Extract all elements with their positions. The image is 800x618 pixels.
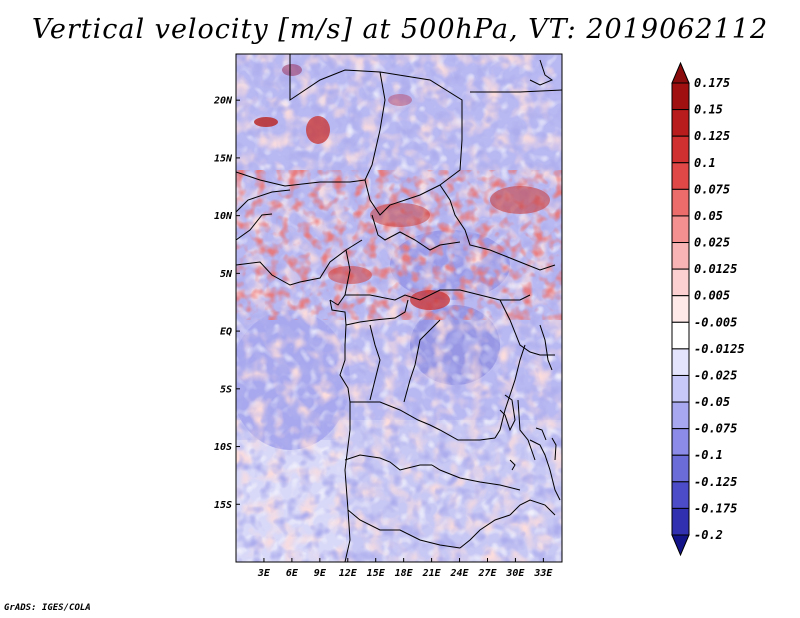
colorbar-label: -0.025 [694, 368, 737, 382]
lon-tick-label: 27E [477, 568, 497, 579]
lon-tick-label: 12E [339, 568, 358, 579]
colorbar-label: -0.075 [694, 422, 737, 436]
colorbar-label: 0.175 [694, 76, 730, 90]
lon-tick-label: 9E [314, 568, 327, 579]
lat-tick-label: 5N [220, 269, 233, 280]
grads-credit: GrADS: IGES/COLA [4, 603, 91, 613]
colorbar-swatch [671, 481, 690, 509]
colorbar-swatch [671, 401, 690, 430]
vertical-velocity-field [236, 54, 562, 562]
colorbar-swatch [671, 162, 690, 190]
lat-tick-label: 10N [214, 211, 233, 222]
colorbar-label: 0.0125 [694, 262, 737, 276]
colorbar-swatch [671, 109, 690, 137]
colorbar-label: 0.125 [694, 129, 730, 143]
colorbar: 0.175 0.15 0.125 0.1 0.075 0.05 0.025 0.0125 0.0… [671, 61, 745, 557]
lon-tick-label: 6E [286, 568, 299, 579]
colorbar-swatch [671, 215, 690, 244]
colorbar-label: -0.2 [694, 528, 723, 542]
colorbar-swatch [671, 135, 690, 164]
colorbar-swatch [671, 295, 690, 323]
lon-tick-label: 18E [395, 568, 414, 579]
colorbar-swatch [671, 348, 690, 376]
lon-tick-label: 21E [422, 568, 442, 579]
lat-tick-label: 10S [214, 442, 232, 453]
colorbar-label: -0.05 [694, 395, 730, 409]
colorbar-swatch [671, 454, 690, 483]
country-borders [236, 54, 562, 562]
colorbar-label: -0.125 [694, 475, 737, 489]
lon-tick-label: 30E [505, 568, 525, 579]
colorbar-swatch [671, 374, 690, 403]
colorbar-label: -0.0125 [694, 342, 745, 356]
lat-tick-label: 15N [214, 153, 233, 164]
lon-tick-label: 33E [533, 568, 553, 579]
colorbar-swatch [671, 321, 690, 350]
lon-tick-label: 3E [257, 568, 271, 579]
colorbar-label: -0.005 [694, 315, 737, 329]
colorbar-swatch [671, 188, 690, 217]
colorbar-label: 0.05 [694, 209, 723, 223]
lat-tick-label: 5S [220, 384, 232, 395]
colorbar-bottom-arrow [671, 534, 690, 557]
colorbar-top-arrow [671, 61, 690, 84]
colorbar-label: -0.1 [694, 448, 723, 462]
lat-tick-label: 15S [214, 500, 232, 511]
lat-tick-label: EQ [220, 327, 232, 338]
colorbar-label: -0.175 [694, 501, 737, 515]
colorbar-label: 0.075 [694, 182, 730, 196]
colorbar-label: 0.15 [694, 103, 723, 117]
colorbar-label: 0.005 [694, 289, 730, 303]
lon-tick-label: 15E [367, 568, 386, 579]
lon-tick-label: 24E [450, 568, 470, 579]
latitude-axis: 20N 15N 10N 5N EQ 5S 10S 15S [213, 96, 240, 511]
colorbar-label: 0.025 [694, 236, 730, 250]
map-frame [235, 53, 563, 563]
colorbar-label: 0.1 [694, 156, 716, 170]
lat-tick-label: 20N [213, 96, 233, 107]
longitude-axis: 3E 6E 9E 12E 15E 18E 21E 24E 27E 30E 33E [257, 558, 553, 579]
colorbar-swatch [671, 507, 690, 536]
colorbar-swatch [671, 268, 690, 297]
colorbar-swatch [671, 428, 690, 456]
colorbar-swatch [671, 82, 690, 111]
plot-title: Vertical velocity [m/s] at 500hPa, VT: 2… [31, 14, 769, 45]
colorbar-swatch [671, 242, 690, 270]
